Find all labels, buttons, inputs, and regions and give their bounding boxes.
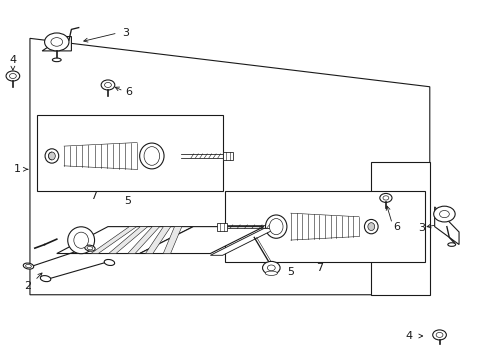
Ellipse shape xyxy=(25,264,31,268)
Circle shape xyxy=(51,38,62,46)
Polygon shape xyxy=(42,37,71,51)
Circle shape xyxy=(433,206,454,222)
Ellipse shape xyxy=(45,149,59,163)
Ellipse shape xyxy=(74,232,88,248)
Ellipse shape xyxy=(9,73,16,78)
Polygon shape xyxy=(370,162,429,295)
Bar xyxy=(216,223,227,230)
Text: 7: 7 xyxy=(316,263,323,273)
Bar xyxy=(224,191,424,262)
Text: 7: 7 xyxy=(90,192,97,202)
Ellipse shape xyxy=(87,247,93,250)
Polygon shape xyxy=(210,228,276,255)
Circle shape xyxy=(439,211,448,218)
Ellipse shape xyxy=(52,58,61,62)
Ellipse shape xyxy=(140,143,163,169)
Ellipse shape xyxy=(144,147,159,165)
Text: 5: 5 xyxy=(287,267,294,277)
Polygon shape xyxy=(145,226,170,253)
Polygon shape xyxy=(57,226,193,253)
Polygon shape xyxy=(91,226,136,253)
Ellipse shape xyxy=(68,227,94,254)
Circle shape xyxy=(267,265,275,271)
Text: 1: 1 xyxy=(14,164,21,174)
Text: 3: 3 xyxy=(122,28,129,38)
Polygon shape xyxy=(163,226,182,253)
Ellipse shape xyxy=(6,71,20,81)
Ellipse shape xyxy=(84,245,95,251)
Ellipse shape xyxy=(447,243,455,246)
Polygon shape xyxy=(127,226,159,253)
Ellipse shape xyxy=(40,276,51,282)
Ellipse shape xyxy=(379,193,391,202)
Text: 6: 6 xyxy=(392,222,399,231)
Polygon shape xyxy=(108,226,147,253)
Text: 2: 2 xyxy=(24,281,31,291)
Ellipse shape xyxy=(264,271,277,275)
Circle shape xyxy=(262,261,280,274)
Polygon shape xyxy=(140,226,264,253)
Ellipse shape xyxy=(104,260,114,265)
Text: 6: 6 xyxy=(125,87,132,97)
Text: 4: 4 xyxy=(9,55,17,65)
Text: 5: 5 xyxy=(124,196,131,206)
Ellipse shape xyxy=(435,332,442,337)
Ellipse shape xyxy=(48,152,55,160)
Ellipse shape xyxy=(269,219,283,235)
Ellipse shape xyxy=(23,263,34,269)
Ellipse shape xyxy=(382,196,388,200)
Text: 4: 4 xyxy=(405,331,412,341)
Ellipse shape xyxy=(265,215,286,238)
Bar xyxy=(37,116,222,191)
Ellipse shape xyxy=(101,80,115,90)
Ellipse shape xyxy=(367,223,374,230)
Circle shape xyxy=(44,33,69,51)
Ellipse shape xyxy=(432,330,446,340)
Bar xyxy=(222,152,233,160)
Polygon shape xyxy=(434,207,458,244)
Polygon shape xyxy=(30,39,429,295)
Text: 3: 3 xyxy=(418,224,425,233)
Ellipse shape xyxy=(364,220,377,234)
Ellipse shape xyxy=(104,82,111,87)
